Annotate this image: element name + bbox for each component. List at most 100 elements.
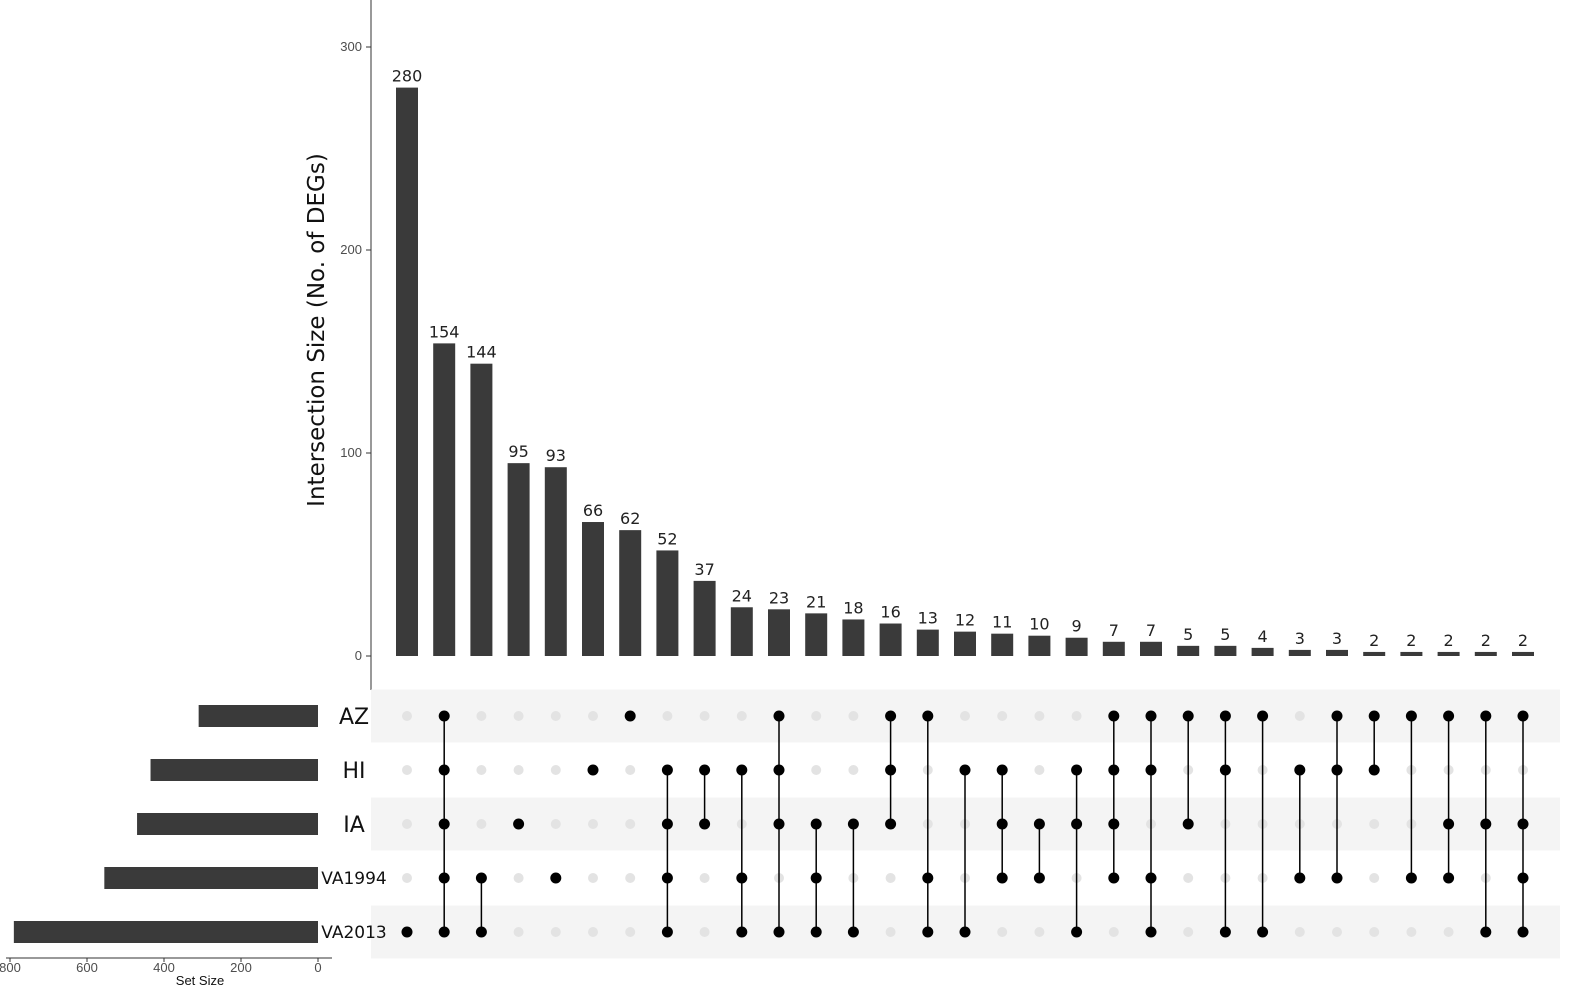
matrix-dot-inactive (811, 765, 822, 775)
matrix-dot-active (475, 926, 487, 938)
matrix-dot-active (1033, 872, 1045, 884)
matrix-dot-inactive (550, 711, 561, 721)
set-label: IA (343, 813, 365, 838)
bar-value-label: 66 (583, 501, 603, 520)
intersection-bar (1400, 651, 1423, 656)
matrix-dot-active (1517, 872, 1529, 884)
matrix-dot-inactive (625, 873, 636, 883)
intersection-bar (1028, 635, 1051, 656)
matrix-dot-active (1294, 764, 1306, 776)
matrix-dot-inactive (997, 927, 1008, 937)
matrix-dot-inactive (885, 927, 896, 937)
matrix-dot-inactive (848, 711, 859, 721)
matrix-dot-active (513, 818, 525, 830)
y-tick-label: 300 (340, 39, 362, 54)
matrix-dot-active (810, 872, 822, 884)
matrix-dot-inactive (1406, 927, 1417, 937)
y-tick-label: 0 (355, 648, 362, 663)
bar-value-label: 21 (806, 592, 826, 611)
matrix-dot-active (1368, 764, 1380, 776)
intersection-bar (1065, 637, 1088, 656)
matrix-dot-active (1182, 710, 1194, 722)
matrix-dot-active (996, 764, 1008, 776)
bar-value-label: 11 (992, 613, 1012, 632)
intersection-bar (1214, 645, 1237, 656)
matrix-dot-active (1443, 872, 1455, 884)
matrix-dot-active (475, 872, 487, 884)
bar-value-label: 95 (508, 442, 528, 461)
matrix-dot-active (773, 710, 785, 722)
matrix-dot-inactive (1183, 873, 1194, 883)
matrix-dot-active (1033, 818, 1045, 830)
matrix-dot-inactive (811, 711, 822, 721)
matrix-dot-inactive (1369, 873, 1380, 883)
matrix-dot-active (996, 872, 1008, 884)
bar-value-label: 2 (1369, 631, 1379, 650)
bar-value-label: 5 (1183, 625, 1193, 644)
intersection-bar (916, 629, 939, 656)
matrix-dot-inactive (848, 765, 859, 775)
matrix-dot-inactive (1034, 711, 1045, 721)
bar-value-label: 2 (1481, 631, 1491, 650)
matrix-dot-active (1145, 710, 1157, 722)
matrix-dot-active (1257, 710, 1269, 722)
matrix-dot-active (550, 872, 562, 884)
matrix-dot-active (959, 926, 971, 938)
intersection-bar (954, 631, 976, 656)
matrix-dot-inactive (513, 711, 524, 721)
y-axis-title: Intersection Size (No. of DEGs) (304, 153, 330, 507)
bar-value-label: 5 (1220, 625, 1230, 644)
matrix-dot-inactive (699, 873, 710, 883)
matrix-dot-active (1331, 710, 1343, 722)
matrix-dot-inactive (513, 765, 524, 775)
matrix-dot-active (773, 818, 785, 830)
intersection-bar (879, 623, 902, 656)
matrix-dot-active (847, 818, 859, 830)
set-label: VA1994 (321, 869, 386, 889)
matrix-dot-active (885, 710, 897, 722)
intersection-bar (582, 522, 604, 656)
matrix-dot-active (438, 710, 450, 722)
set-size-bar (13, 921, 318, 943)
matrix-dot-active (1480, 710, 1492, 722)
set-label: AZ (339, 705, 369, 730)
matrix-dot-active (1145, 926, 1157, 938)
matrix-dot-active (587, 764, 599, 776)
bar-value-label: 2 (1518, 631, 1528, 650)
matrix-dot-active (699, 818, 711, 830)
matrix-dot-active (1443, 710, 1455, 722)
y-tick-label: 100 (340, 445, 362, 460)
y-tick-label: 200 (340, 242, 362, 257)
intersection-bar (433, 343, 456, 656)
bar-value-label: 4 (1258, 627, 1268, 646)
matrix-dot-inactive (550, 765, 561, 775)
intersection-bar (1326, 649, 1348, 656)
matrix-dot-active (699, 764, 711, 776)
matrix-dot-inactive (1034, 927, 1045, 937)
matrix-dot-active (661, 872, 673, 884)
matrix-dot-active (661, 764, 673, 776)
matrix-dot-active (1368, 710, 1380, 722)
matrix-dot-inactive (476, 765, 487, 775)
intersection-bar (693, 580, 716, 656)
matrix-dot-active (1405, 710, 1417, 722)
matrix-dot-inactive (1034, 765, 1045, 775)
matrix-dot-active (1108, 872, 1120, 884)
intersection-bar (1140, 641, 1162, 656)
bar-value-label: 7 (1109, 621, 1119, 640)
intersection-bar (1177, 645, 1200, 656)
intersection-bar (470, 363, 493, 656)
set-size-bar (137, 813, 318, 835)
matrix-dot-inactive (513, 927, 524, 937)
matrix-dot-inactive (1443, 927, 1454, 937)
matrix-dot-active (1108, 818, 1120, 830)
matrix-dot-active (773, 764, 785, 776)
matrix-dot-inactive (997, 711, 1008, 721)
matrix-dot-inactive (588, 711, 598, 721)
matrix-dot-inactive (1294, 927, 1305, 937)
set-size-bar (198, 705, 318, 727)
bar-value-label: 37 (694, 560, 714, 579)
set-size-axis: 800 600 400 200 0 (0, 957, 332, 975)
matrix-dot-inactive (402, 873, 412, 883)
